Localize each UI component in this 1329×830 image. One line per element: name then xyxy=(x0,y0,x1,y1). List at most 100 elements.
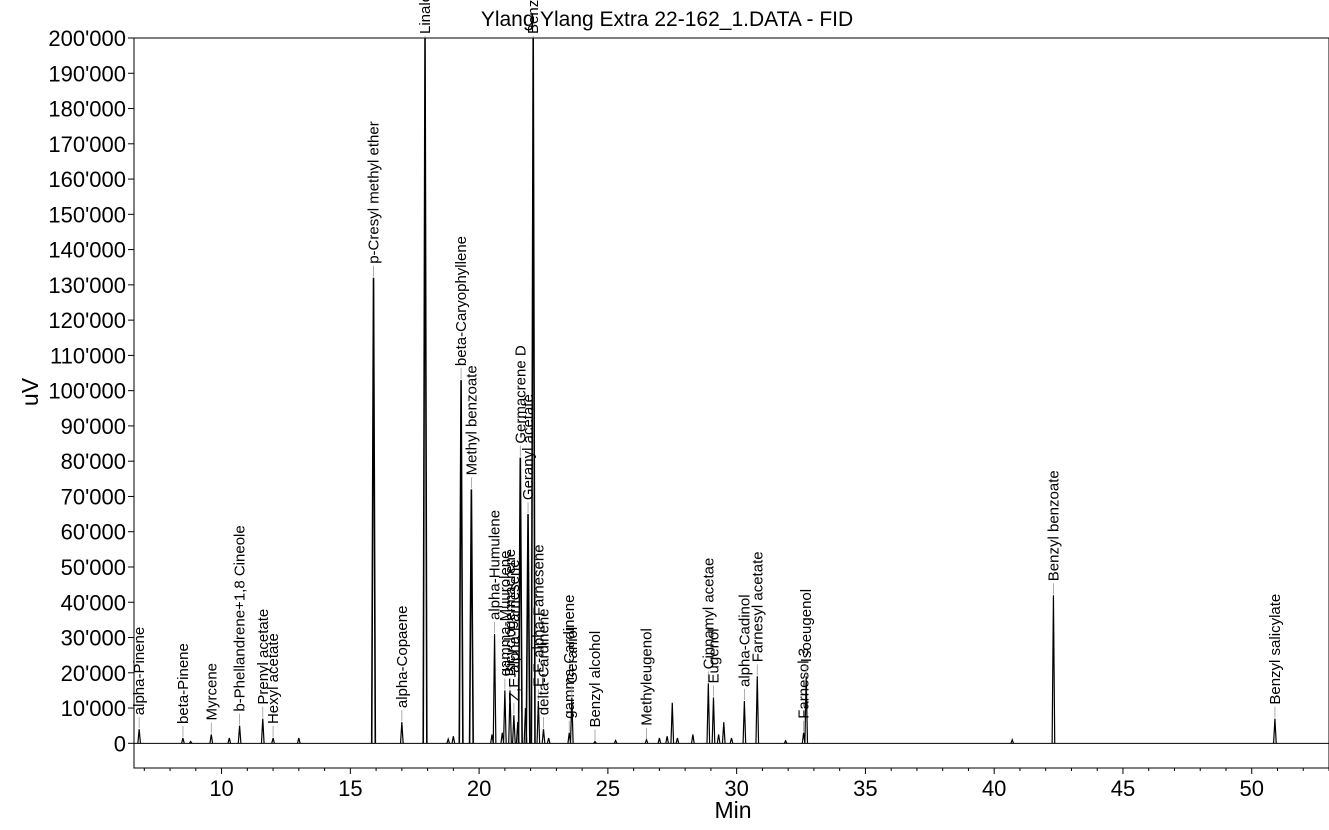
peak-methyl-benzoate xyxy=(468,489,474,744)
peak-p-cresyl-methyl-ether xyxy=(370,277,377,744)
peak-geraniol xyxy=(569,697,574,744)
minor-peak xyxy=(1010,738,1015,744)
peak-label: Farnesol 3 xyxy=(796,648,813,719)
peak-label: beta-Pinene xyxy=(175,643,192,724)
y-tick-label: 140'000 xyxy=(48,238,126,263)
peak-germacrene-d xyxy=(517,457,523,744)
y-tick-label: 30'000 xyxy=(61,626,126,651)
x-tick-label: 30 xyxy=(724,776,748,801)
y-tick-label: 80'000 xyxy=(61,449,126,474)
y-tick-label: 200'000 xyxy=(48,26,126,51)
peak-eugenol xyxy=(711,697,716,744)
y-tick-label: 40'000 xyxy=(61,590,126,615)
trace-layer xyxy=(134,37,1329,744)
minor-peak xyxy=(188,740,193,744)
peak-cinnamyl-acetae xyxy=(706,683,711,744)
peak-label: Methyleugenol xyxy=(639,628,656,726)
peak-prenyl-acetate xyxy=(260,718,265,744)
x-tick-label: 15 xyxy=(338,776,362,801)
y-tick-label: 0 xyxy=(114,731,126,756)
peak-label: gamma-Cardinene xyxy=(561,594,578,718)
x-tick-label: 40 xyxy=(982,776,1006,801)
peak-label: Benzyl salicylate xyxy=(1267,594,1284,705)
peak-bicyclogermacrene xyxy=(508,690,512,744)
x-tick-label: 10 xyxy=(209,776,233,801)
x-tick-label: 50 xyxy=(1239,776,1263,801)
y-tick-label: 190'000 xyxy=(48,61,126,86)
peak-isoeugenol xyxy=(804,676,809,744)
y-tick-label: 90'000 xyxy=(61,414,126,439)
x-axis: 10 15 20 25 30 35 40 45 50 xyxy=(143,768,1329,801)
peak-label: Germacrene D xyxy=(512,345,529,444)
peak-label: Benzyl acetate xyxy=(525,0,542,34)
minor-peak xyxy=(690,734,695,744)
peak-benzyl-benzoate xyxy=(1051,595,1056,744)
x-tick-label: 25 xyxy=(596,776,620,801)
peak-alpha-cadinol xyxy=(742,700,747,744)
minor-peak xyxy=(721,722,726,744)
minor-peak xyxy=(670,702,675,744)
peak-label: Farnesyl acetate xyxy=(749,551,766,662)
y-tick-label: 110'000 xyxy=(50,343,126,368)
peak-label: Benzyl alcohol xyxy=(587,631,604,728)
peak-methyleugenol xyxy=(644,738,649,744)
y-tick-label: 60'000 xyxy=(61,520,126,545)
peak-labels: alpha-Pinene beta-Pinene Myrcene b-Phelland… xyxy=(131,0,1284,741)
y-tick-label: 130'000 xyxy=(48,273,126,298)
peak-label: alpha-Pinene xyxy=(131,627,148,715)
peak-label: Benzyl benzoate xyxy=(1045,470,1062,581)
peak-label: alpha-Copaene xyxy=(394,606,411,709)
peak-farnesyl-acetate xyxy=(755,676,760,744)
minor-peak xyxy=(227,737,232,744)
peak-label: Linalool xyxy=(417,0,434,34)
peak-b-phellandrene-1-8-cineole xyxy=(237,725,242,744)
peak-alpha-pinene xyxy=(137,729,142,744)
peak-alpha-humulene xyxy=(492,633,497,744)
minor-peak xyxy=(446,737,451,744)
peak-label: E,E-alpha-Farnesene xyxy=(530,544,547,687)
peak-label: Myrcene xyxy=(203,663,220,721)
peak-benzyl-salicylate xyxy=(1273,718,1277,744)
x-tick-label: 20 xyxy=(467,776,491,801)
peak-beta-pinene xyxy=(181,737,185,744)
y-tick-label: 10'000 xyxy=(61,696,126,721)
peak-label: alpha-Humulene xyxy=(487,510,504,620)
y-tick-label: 50'000 xyxy=(61,555,126,580)
minor-peak xyxy=(665,736,670,744)
peak-label: b-Phellandrene+1,8 Cineole xyxy=(232,525,249,711)
minor-peak xyxy=(675,737,680,744)
minor-peak xyxy=(451,736,456,744)
y-axis: 0 10'000 20'000 30'000 40'000 50'000 60'000 70'… xyxy=(48,26,134,756)
peak-label: Bicyclogermacrene xyxy=(502,549,519,677)
peak-label: Geraniol xyxy=(564,627,581,684)
peak-label: Cinnamyl acetae xyxy=(700,558,717,670)
peak-z-e-alpha-farnesene xyxy=(511,715,516,744)
y-tick-label: 100'000 xyxy=(48,379,126,404)
minor-peak xyxy=(613,739,618,744)
peak-gamma-muurolene xyxy=(502,690,507,744)
y-tick-label: 170'000 xyxy=(48,132,126,157)
minor-peak xyxy=(546,737,551,744)
plot-frame xyxy=(133,37,1329,769)
peak-label: Methyl benzoate xyxy=(463,365,480,475)
minor-peak xyxy=(729,737,734,744)
y-tick-label: 150'000 xyxy=(48,202,126,227)
peak-beta-caryophyllene xyxy=(458,380,464,744)
peak-label: alpha-Cadinol xyxy=(736,594,753,687)
peak-hexyl-acetate xyxy=(271,737,275,744)
peak-label: Geranyl acetate xyxy=(520,394,537,500)
peak-label: Hexyl acetate xyxy=(265,633,282,724)
y-tick-label: 180'000 xyxy=(48,97,126,122)
peak-myrcene xyxy=(209,734,214,744)
minor-peak xyxy=(657,737,662,744)
peak-linalool xyxy=(422,37,428,744)
y-tick-label: 120'000 xyxy=(48,308,126,333)
peak-alpha-copaene xyxy=(399,722,404,744)
peak-label: Prenyl acetate xyxy=(255,609,272,705)
peak-geranyl-acetate xyxy=(525,514,531,744)
peak-delta-cardinene xyxy=(541,729,546,744)
y-tick-label: 70'000 xyxy=(61,484,126,509)
y-tick-label: 160'000 xyxy=(48,167,126,192)
x-tick-label: 45 xyxy=(1111,776,1135,801)
